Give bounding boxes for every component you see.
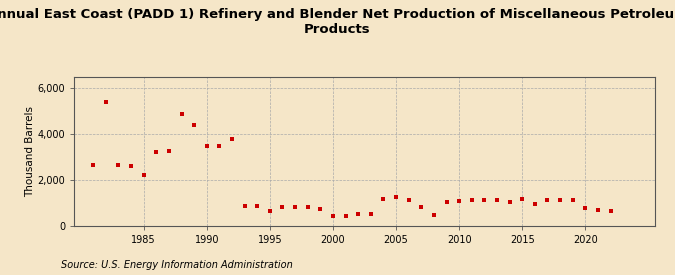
Point xyxy=(88,163,99,167)
Point xyxy=(265,208,275,213)
Point xyxy=(567,197,578,202)
Point xyxy=(580,206,591,211)
Point xyxy=(403,198,414,202)
Point xyxy=(277,205,288,209)
Y-axis label: Thousand Barrels: Thousand Barrels xyxy=(25,106,34,197)
Point xyxy=(176,112,187,116)
Point xyxy=(101,100,111,104)
Point xyxy=(201,144,212,148)
Point xyxy=(517,197,528,201)
Point xyxy=(214,143,225,148)
Point xyxy=(605,208,616,213)
Point xyxy=(441,200,452,205)
Point xyxy=(126,164,136,168)
Point xyxy=(239,204,250,208)
Point xyxy=(365,212,376,216)
Point xyxy=(391,195,402,200)
Point xyxy=(189,123,200,128)
Point xyxy=(340,214,351,219)
Point xyxy=(416,205,427,209)
Point xyxy=(479,197,490,202)
Point xyxy=(252,204,263,208)
Point xyxy=(151,150,162,155)
Point xyxy=(466,198,477,203)
Point xyxy=(113,163,124,167)
Point xyxy=(555,198,566,203)
Point xyxy=(504,199,515,204)
Point xyxy=(454,199,464,203)
Point xyxy=(315,207,326,211)
Point xyxy=(138,173,149,177)
Point xyxy=(429,213,439,217)
Text: Source: U.S. Energy Information Administration: Source: U.S. Energy Information Administ… xyxy=(61,260,292,270)
Point xyxy=(593,207,603,212)
Point xyxy=(378,197,389,201)
Point xyxy=(302,205,313,210)
Point xyxy=(227,137,238,141)
Point xyxy=(353,212,364,216)
Point xyxy=(290,204,300,209)
Point xyxy=(491,198,502,203)
Point xyxy=(542,197,553,202)
Point xyxy=(163,148,174,153)
Text: Annual East Coast (PADD 1) Refinery and Blender Net Production of Miscellaneous : Annual East Coast (PADD 1) Refinery and … xyxy=(0,8,675,36)
Point xyxy=(529,201,540,206)
Point xyxy=(327,214,338,218)
